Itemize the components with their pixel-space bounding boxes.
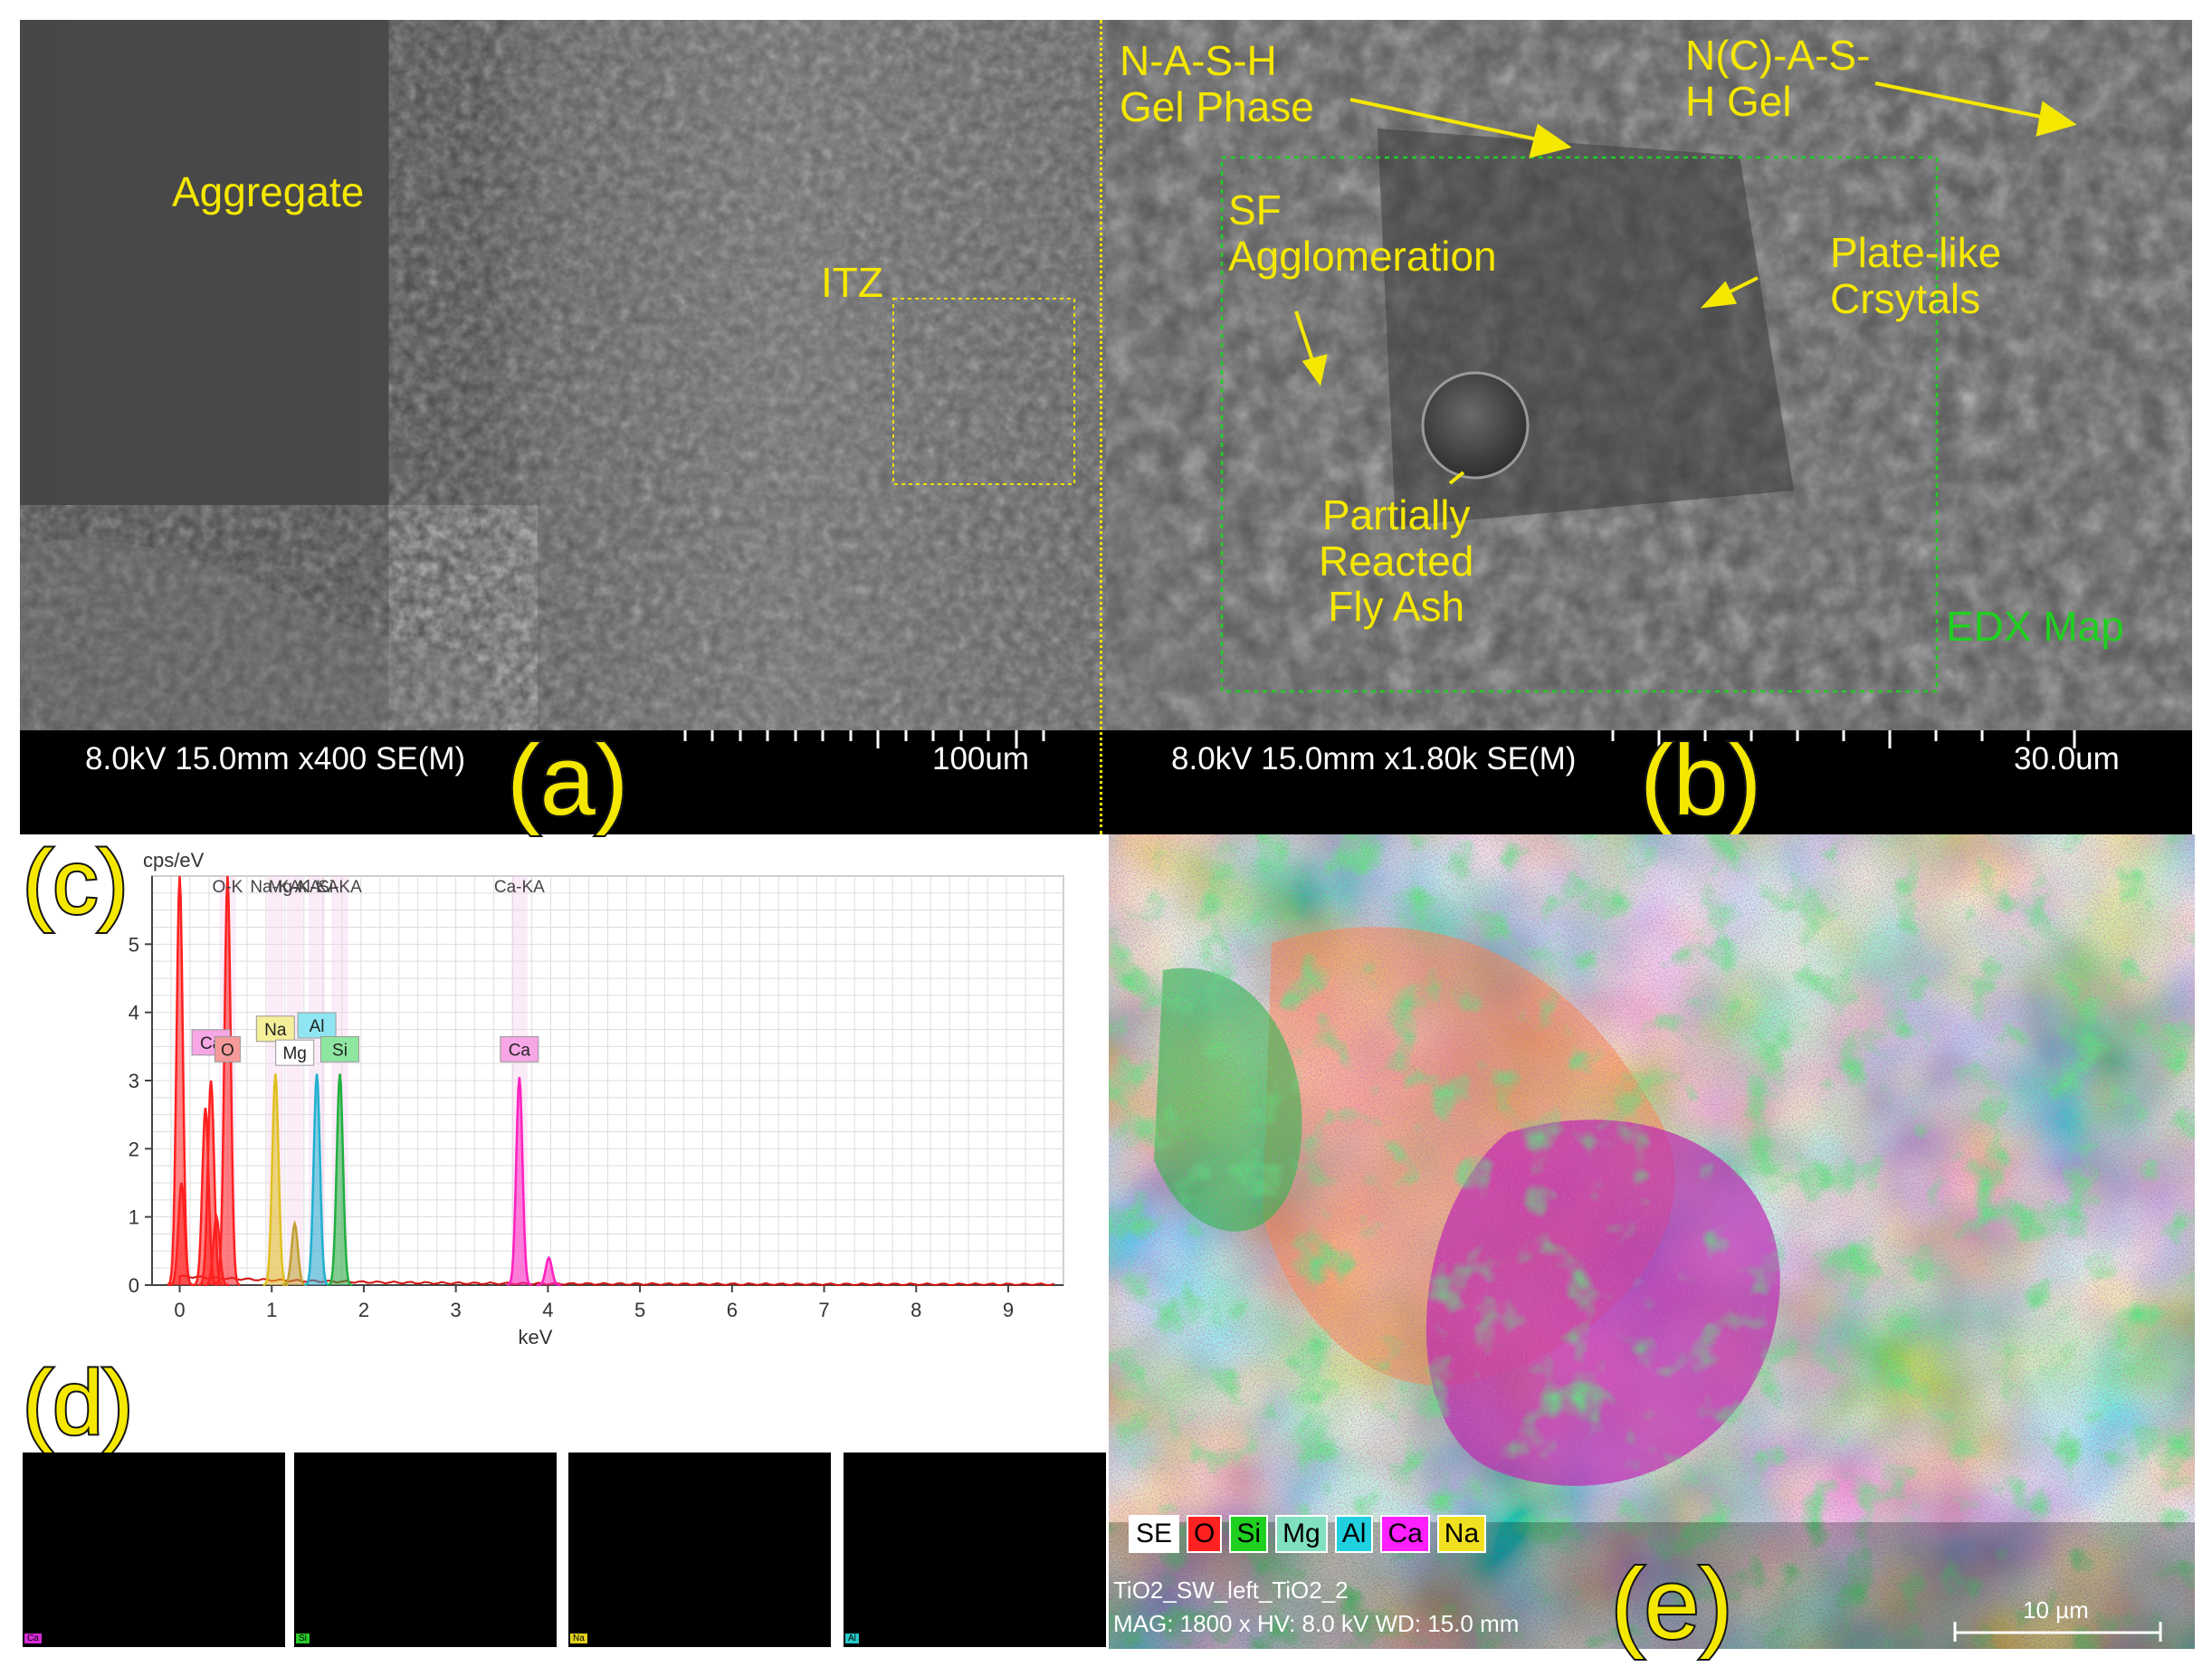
legend-chip-mg: Mg <box>1275 1515 1328 1553</box>
legend-chip-si: Si <box>1229 1515 1269 1553</box>
legend-chip-ca: Ca <box>1380 1515 1430 1553</box>
spectrum-peak-ca-l <box>204 1213 230 1287</box>
data-bar-scale-a: 100um <box>932 741 1030 776</box>
sem-image-b: N-A-S-H Gel Phase N(C)-A-S- H Gel SF Agg… <box>1106 20 2192 834</box>
element-map-tag: Ca <box>24 1634 42 1643</box>
y-tick-label: 5 <box>129 933 139 956</box>
x-tick-label: 7 <box>818 1299 829 1321</box>
peak-badge-bg <box>297 1012 337 1039</box>
element-map-tag: Al <box>845 1634 859 1643</box>
peak-badge-label: Na <box>264 1021 287 1040</box>
data-bar-b: 8.0kV 15.0mm x1.80k SE(M) 30.0um <box>1106 730 2192 834</box>
spectrum-peak-ca-l <box>168 1182 195 1287</box>
sem-image-a: Aggregate ITZ 8.0kV 15.0mm x400 SE(M) 10… <box>20 20 1111 834</box>
x-tick-label: 5 <box>634 1299 645 1321</box>
element-map-na: Na <box>568 1453 831 1647</box>
legend-chip-na: Na <box>1436 1515 1487 1553</box>
legend-chip-al: Al <box>1334 1515 1374 1553</box>
y-tick-label: 1 <box>129 1206 139 1229</box>
x-axis-label: keV <box>519 1326 553 1348</box>
scale-ticks-b <box>1611 730 2076 748</box>
element-map-tag: Na <box>570 1634 587 1643</box>
x-tick-label: 8 <box>911 1299 921 1321</box>
element-line-label: Si-KA <box>318 878 362 897</box>
sem-texture-a <box>20 20 1111 744</box>
label-plate-like-crystals: Plate-like Crsytals <box>1830 229 2002 322</box>
peak-badge-bg <box>500 1035 539 1062</box>
label-partially-reacted-fly-ash: Partially Reacted Fly Ash <box>1319 491 1474 631</box>
data-bar-info-a: 8.0kV 15.0mm x400 SE(M) <box>85 741 466 776</box>
spectrum-peak-ca <box>536 1255 562 1287</box>
element-line-label: Na-KA <box>250 878 300 897</box>
edx-map-caption-2: MAG: 1800 x HV: 8.0 kV WD: 15.0 mm <box>1113 1610 1520 1637</box>
y-tick-label: 3 <box>129 1070 139 1092</box>
legend-chip-se: SE <box>1129 1515 1180 1553</box>
peak-badge-label: Mg <box>282 1044 306 1063</box>
label-edx-map: EDX Map <box>1946 603 2124 650</box>
x-tick-label: 1 <box>266 1299 277 1321</box>
x-tick-label: 0 <box>174 1299 185 1321</box>
element-line-label: Mg-KA <box>269 878 321 897</box>
label-itz: ITZ <box>821 259 883 306</box>
element-map-texture <box>23 1453 285 1647</box>
x-tick-label: 4 <box>542 1299 553 1321</box>
data-bar-scale-b: 30.0um <box>2014 741 2120 776</box>
element-line-label: Ca-KA <box>494 878 545 897</box>
y-tick-label: 2 <box>129 1138 139 1160</box>
element-map-tag: Si <box>296 1634 310 1643</box>
element-map-ca: Ca <box>23 1453 285 1647</box>
panel-label-b: (b) <box>1638 725 1763 836</box>
x-tick-label: 2 <box>358 1299 369 1321</box>
x-tick-label: 9 <box>1003 1299 1014 1321</box>
element-band <box>286 876 303 1285</box>
element-map-texture <box>568 1453 831 1647</box>
spectrum-peak-mg <box>281 1220 308 1287</box>
y-tick-label: 4 <box>129 1002 139 1024</box>
spectrum-peak-na <box>262 1073 289 1287</box>
peak-badge-label: Si <box>332 1041 348 1060</box>
edx-overlay-map: SE O Si Mg Al Ca Na TiO2_SW_left_TiO2_2 MAG: 1… <box>1109 834 2195 1649</box>
peak-badge-label: O <box>221 1041 234 1060</box>
sem-texture-b <box>1106 20 2192 744</box>
element-map-texture <box>844 1453 1106 1647</box>
panel-label-a: (a) <box>505 725 630 836</box>
panel-label-c: (c) <box>21 832 130 933</box>
label-ncash-gel: N(C)-A-S- H Gel <box>1685 32 1871 125</box>
y-axis-label: cps/eV <box>143 849 205 872</box>
zoom-connector-line <box>1100 20 1102 834</box>
peak-badge-bg <box>214 1035 241 1062</box>
data-bar-a: 8.0kV 15.0mm x400 SE(M) 100um <box>20 730 1111 834</box>
spectrum-peak-al <box>304 1073 330 1287</box>
panel-label-e: (e) <box>1609 1548 1734 1660</box>
label-aggregate: Aggregate <box>172 168 365 215</box>
spectrum-peak-ca <box>506 1077 532 1287</box>
edx-map-legend: SE O Si Mg Al Ca Na <box>1129 1515 1493 1553</box>
element-map-al: Al <box>844 1453 1106 1647</box>
label-nash-gel: N-A-S-H Gel Phase <box>1120 37 1314 130</box>
legend-chip-o: O <box>1187 1515 1223 1553</box>
edx-overlay-texture <box>1109 834 2195 1649</box>
edx-spectrum-chart: 0 1 2 3 4 5 6 7 8 9 0 1 2 3 4 5 keV cps/eV O-K Na-KA Mg-KA Al… <box>0 833 1109 1357</box>
peak-badge-label: Al <box>310 1017 325 1036</box>
x-tick-label: 6 <box>727 1299 738 1321</box>
peak-badge-bg <box>320 1035 360 1062</box>
data-bar-info-b: 8.0kV 15.0mm x1.80k SE(M) <box>1171 741 1577 776</box>
element-line-label: O-K <box>213 878 243 897</box>
element-map-si: Si <box>294 1453 557 1647</box>
edx-map-scale: 10 µm <box>2023 1596 2089 1624</box>
x-tick-label: 3 <box>451 1299 462 1321</box>
panel-label-d: (d) <box>21 1352 135 1453</box>
peak-badge-bg <box>255 1015 295 1043</box>
element-map-texture <box>294 1453 557 1647</box>
peak-badge-label: Ca <box>509 1041 531 1060</box>
label-sf-agglomeration: SF Agglomeration <box>1228 186 1497 280</box>
spectrum-peak-si <box>327 1073 353 1287</box>
peak-badge-bg <box>275 1039 315 1066</box>
scale-ticks-a <box>683 730 1045 748</box>
y-tick-label: 0 <box>129 1274 139 1297</box>
edx-map-caption-1: TiO2_SW_left_TiO2_2 <box>1113 1577 1349 1604</box>
element-line-label: Al-KA <box>295 878 339 897</box>
